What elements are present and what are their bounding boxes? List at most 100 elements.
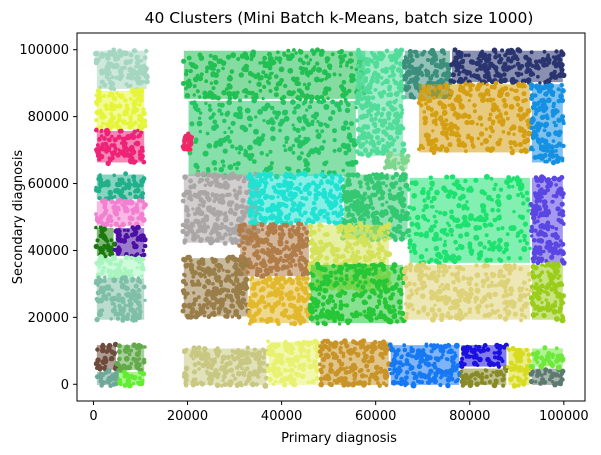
data-point <box>424 90 430 95</box>
data-point <box>485 276 490 281</box>
data-point <box>468 276 474 282</box>
data-point <box>135 202 139 207</box>
data-point <box>345 244 350 250</box>
data-point <box>221 66 225 71</box>
data-point <box>332 72 337 77</box>
data-point <box>464 149 468 154</box>
data-point <box>213 79 219 85</box>
data-point <box>266 284 270 288</box>
data-point <box>551 175 558 182</box>
data-point <box>117 197 123 203</box>
data-point <box>463 81 469 87</box>
data-point <box>377 91 383 96</box>
data-point <box>141 379 145 383</box>
data-point <box>372 263 379 270</box>
data-point <box>514 95 521 102</box>
data-point <box>461 277 466 281</box>
data-point <box>99 373 104 377</box>
data-point <box>270 222 276 227</box>
data-point <box>322 208 327 213</box>
data-point <box>398 236 405 242</box>
data-point <box>362 254 368 260</box>
data-point <box>371 272 376 277</box>
data-point <box>117 148 121 152</box>
data-point <box>335 313 341 319</box>
data-point <box>426 191 431 196</box>
data-point <box>120 149 125 155</box>
data-point <box>458 103 465 110</box>
data-point <box>384 148 388 152</box>
data-point <box>506 309 512 315</box>
data-point <box>319 94 325 100</box>
data-point <box>217 108 222 113</box>
data-point <box>335 173 339 177</box>
data-point <box>441 273 446 278</box>
data-point <box>528 246 532 251</box>
data-point <box>302 210 308 216</box>
data-point <box>436 264 442 270</box>
data-point <box>360 67 365 72</box>
data-point <box>322 190 328 196</box>
data-point <box>270 135 276 142</box>
data-point <box>94 316 100 323</box>
data-point <box>113 221 119 227</box>
data-point <box>378 310 383 315</box>
data-point <box>483 138 489 144</box>
data-point <box>317 132 322 137</box>
data-point <box>451 182 456 186</box>
data-point <box>326 219 332 225</box>
data-point <box>385 100 392 107</box>
data-point <box>317 209 324 216</box>
data-point <box>260 279 266 285</box>
data-point <box>141 149 145 153</box>
data-point <box>390 69 395 74</box>
data-point <box>123 303 128 308</box>
data-point <box>356 74 362 79</box>
data-point <box>356 211 361 216</box>
data-point <box>129 307 135 313</box>
data-point <box>224 293 230 299</box>
data-point <box>103 364 108 369</box>
data-point <box>525 108 532 114</box>
data-point <box>120 202 125 207</box>
data-point <box>253 200 259 206</box>
data-point <box>447 142 453 148</box>
data-point <box>329 248 335 254</box>
data-point <box>309 305 315 311</box>
data-point <box>256 182 262 188</box>
data-point <box>205 279 212 285</box>
data-point <box>296 297 302 303</box>
data-point <box>401 156 407 162</box>
data-point <box>376 140 382 146</box>
data-point <box>107 130 111 135</box>
data-point <box>278 66 285 73</box>
data-point <box>206 306 210 310</box>
data-point <box>269 283 275 289</box>
data-point <box>239 227 245 233</box>
data-point <box>188 142 193 147</box>
data-point <box>525 287 529 292</box>
data-point <box>437 307 442 313</box>
data-point <box>304 70 311 77</box>
data-point <box>313 258 317 262</box>
data-point <box>399 291 404 297</box>
data-point <box>332 128 337 134</box>
data-point <box>298 282 304 287</box>
data-point <box>140 195 145 200</box>
data-point <box>229 207 233 212</box>
data-point <box>521 98 526 104</box>
data-point <box>227 126 231 130</box>
data-point <box>373 255 377 259</box>
data-point <box>444 253 451 260</box>
data-point <box>248 220 252 225</box>
data-point <box>371 219 376 224</box>
data-point <box>504 92 510 97</box>
data-point <box>120 282 125 288</box>
data-point <box>421 187 426 192</box>
data-point <box>280 232 286 237</box>
cluster-6 <box>93 225 118 259</box>
data-point <box>387 308 394 315</box>
data-point <box>370 192 375 198</box>
data-point <box>350 212 355 218</box>
data-point <box>443 147 450 153</box>
